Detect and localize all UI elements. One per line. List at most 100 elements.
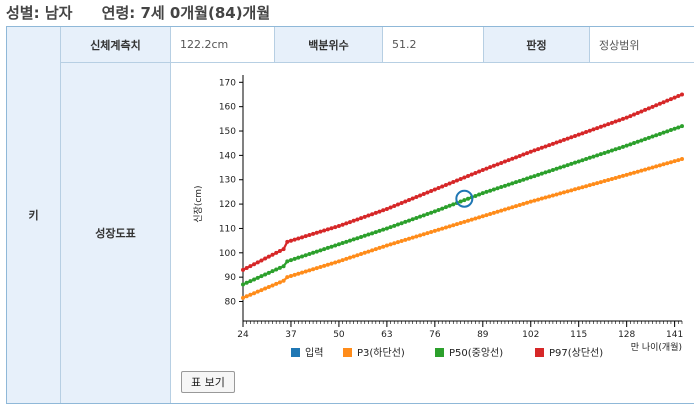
series-point — [624, 172, 629, 177]
series-point — [543, 170, 548, 175]
series-point — [591, 182, 596, 187]
series-point — [477, 192, 482, 197]
series-point — [672, 159, 677, 164]
series-point — [661, 162, 666, 167]
series-point — [322, 247, 327, 252]
series-point — [270, 252, 275, 257]
series-point — [281, 264, 286, 269]
series-point — [532, 148, 537, 153]
series-point — [672, 126, 677, 131]
series-point — [270, 269, 275, 274]
series-point — [528, 199, 533, 204]
series-point — [454, 222, 459, 227]
series-point — [333, 260, 338, 265]
series-point — [584, 157, 589, 162]
series-point — [613, 119, 618, 124]
series-point — [311, 231, 316, 236]
series-point — [613, 175, 618, 180]
series-point — [558, 191, 563, 196]
series-point — [680, 157, 684, 162]
series-point — [447, 224, 452, 229]
measure-label: 신체계측치 — [61, 27, 171, 63]
series-point — [587, 183, 592, 188]
series-point — [536, 147, 541, 152]
growth-table: 키 신체계측치 122.2cm 백분위수 51.2 판정 정상범위 성장도표 8… — [6, 26, 694, 404]
series-point — [292, 272, 297, 277]
series-point — [580, 158, 585, 163]
series-point — [281, 247, 286, 252]
series-point — [370, 231, 375, 236]
x-tick-label: 76 — [429, 330, 441, 340]
series-point — [399, 200, 404, 205]
series-point — [558, 165, 563, 170]
series-point — [462, 219, 467, 224]
series-point — [336, 224, 341, 229]
series-point — [384, 243, 389, 248]
legend-label-1: P3(하단선) — [357, 346, 405, 359]
series-point — [373, 247, 378, 252]
series-point — [255, 260, 260, 265]
legend-swatch-0 — [291, 348, 300, 357]
series-point — [318, 248, 323, 253]
series-point — [657, 101, 662, 106]
series-point — [421, 191, 426, 196]
series-point — [344, 221, 349, 226]
series-point — [410, 196, 415, 201]
series-point — [598, 152, 603, 157]
series-point — [676, 94, 681, 99]
series-point — [440, 206, 445, 211]
series-point — [665, 161, 670, 166]
series-point — [436, 207, 441, 212]
y-tick-label: 120 — [219, 200, 236, 210]
series-point — [403, 237, 408, 242]
series-point — [425, 212, 430, 217]
series-point — [547, 143, 552, 148]
series-point — [521, 201, 526, 206]
series-point — [510, 205, 515, 210]
series-point — [495, 186, 500, 191]
series-point — [620, 173, 625, 178]
series-point — [377, 209, 382, 214]
series-point — [502, 207, 507, 212]
series-point — [351, 218, 356, 223]
series-point — [510, 181, 515, 186]
series-point — [576, 159, 581, 164]
series-point — [661, 100, 666, 105]
series-point — [580, 185, 585, 190]
series-point — [539, 171, 544, 176]
series-point — [458, 221, 463, 226]
patient-header: 성별: 남자 연령: 7세 0개월(84)개월 — [6, 2, 270, 24]
y-tick-label: 130 — [219, 176, 236, 186]
series-point — [359, 216, 364, 221]
series-point — [340, 258, 345, 263]
series-point — [469, 172, 474, 177]
show-table-button[interactable]: 표 보기 — [181, 371, 235, 393]
series-point — [432, 228, 437, 233]
series-point — [451, 202, 456, 207]
series-point — [591, 127, 596, 132]
series-point — [466, 196, 471, 201]
series-point — [447, 203, 452, 208]
series-point — [477, 169, 482, 174]
series-point — [495, 209, 500, 214]
series-point — [657, 163, 662, 168]
series-point — [418, 193, 423, 198]
series-point — [241, 282, 245, 287]
series-point — [506, 158, 511, 163]
series-point — [458, 176, 463, 181]
x-tick-label: 89 — [477, 330, 489, 340]
series-point — [403, 219, 408, 224]
series-point — [598, 124, 603, 129]
series-point — [602, 123, 607, 128]
series-point — [384, 206, 389, 211]
series-point — [436, 227, 441, 232]
series-point — [303, 269, 308, 274]
series-point — [252, 262, 257, 267]
series-point — [344, 256, 349, 261]
series-point — [392, 223, 397, 228]
series-point — [499, 185, 504, 190]
series-point — [270, 283, 275, 288]
series-point — [554, 140, 559, 145]
series-point — [263, 256, 268, 261]
series-point — [513, 180, 518, 185]
